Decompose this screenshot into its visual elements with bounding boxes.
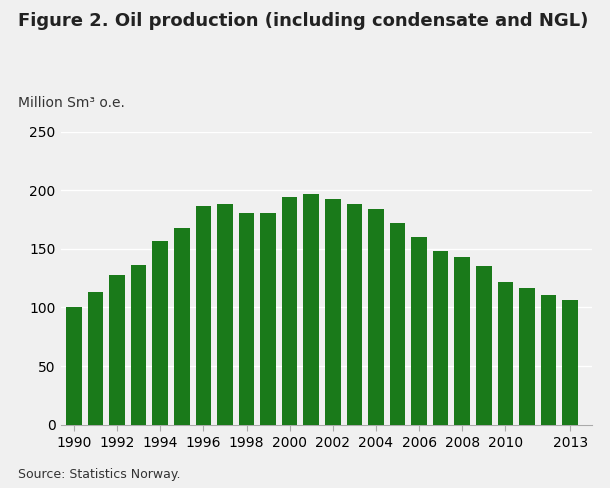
Bar: [88, 292, 103, 425]
Bar: [109, 275, 125, 425]
Bar: [541, 295, 556, 425]
Bar: [196, 205, 211, 425]
Bar: [282, 197, 298, 425]
Bar: [368, 209, 384, 425]
Bar: [519, 287, 535, 425]
Bar: [66, 307, 82, 425]
Bar: [325, 199, 340, 425]
Bar: [498, 282, 513, 425]
Bar: [433, 251, 448, 425]
Bar: [390, 223, 405, 425]
Bar: [346, 204, 362, 425]
Bar: [152, 241, 168, 425]
Text: Million Sm³ o.e.: Million Sm³ o.e.: [18, 96, 125, 110]
Bar: [131, 265, 146, 425]
Bar: [454, 257, 470, 425]
Bar: [562, 301, 578, 425]
Bar: [411, 237, 427, 425]
Text: Figure 2. Oil production (including condensate and NGL): Figure 2. Oil production (including cond…: [18, 12, 589, 30]
Bar: [260, 213, 276, 425]
Bar: [239, 213, 254, 425]
Bar: [217, 204, 233, 425]
Bar: [476, 266, 492, 425]
Bar: [304, 194, 319, 425]
Bar: [174, 228, 190, 425]
Text: Source: Statistics Norway.: Source: Statistics Norway.: [18, 468, 181, 481]
